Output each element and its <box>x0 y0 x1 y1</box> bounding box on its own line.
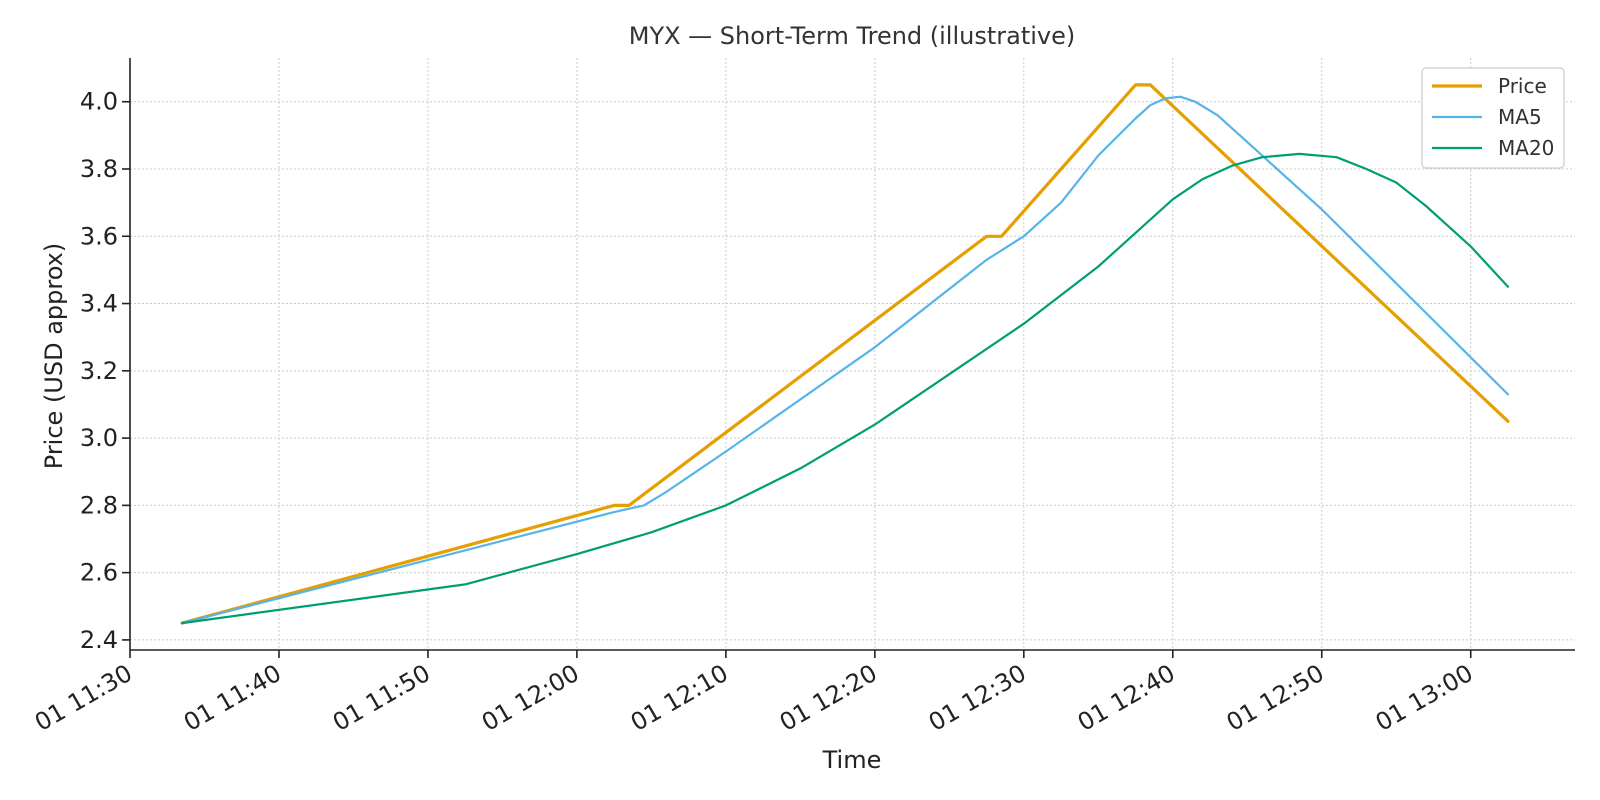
x-tick-label: 01 12:10 <box>626 659 733 737</box>
x-tick-label: 01 11:50 <box>328 659 435 737</box>
series-lines <box>180 83 1510 625</box>
x-axis-ticks: 01 11:30 01 11:40 01 11:50 01 12:00 01 12:10… <box>30 650 1478 737</box>
y-tick-label: 2.8 <box>80 491 118 519</box>
legend-label-ma20: MA20 <box>1498 136 1554 160</box>
y-tick-label: 2.4 <box>80 626 118 654</box>
y-tick-label: 3.0 <box>80 424 118 452</box>
x-tick-label: 01 12:50 <box>1222 659 1329 737</box>
y-axis-ticks: 2.4 2.6 2.8 3.0 3.2 3.4 3.6 3.8 4.0 <box>80 88 130 654</box>
x-tick-label: 01 11:40 <box>179 659 286 737</box>
axes <box>129 58 1575 651</box>
legend: Price MA5 MA20 <box>1421 67 1565 169</box>
y-axis-title: Price (USD approx) <box>40 243 68 469</box>
series-line-price <box>180 83 1510 625</box>
x-tick-label: 01 12:30 <box>924 659 1031 737</box>
x-tick-label: 01 13:00 <box>1371 659 1478 737</box>
legend-label-ma5: MA5 <box>1498 105 1542 129</box>
x-axis-title: Time <box>822 746 882 774</box>
gridlines <box>129 58 1575 650</box>
legend-label-price: Price <box>1498 74 1547 98</box>
y-tick-label: 3.6 <box>80 222 118 250</box>
legend-box <box>1421 67 1565 169</box>
y-tick-label: 2.6 <box>80 559 118 587</box>
series-line-ma5 <box>181 95 1510 625</box>
x-tick-label: 01 12:20 <box>775 659 882 737</box>
y-tick-label: 3.2 <box>80 357 118 385</box>
x-tick-label: 01 12:40 <box>1073 659 1180 737</box>
chart-title: MYX — Short-Term Trend (illustrative) <box>629 22 1076 50</box>
y-tick-label: 3.4 <box>80 290 118 318</box>
x-tick-label: 01 11:30 <box>30 659 137 737</box>
series-line-ma20 <box>181 152 1510 625</box>
y-tick-label: 3.8 <box>80 155 118 183</box>
x-tick-label: 01 12:00 <box>477 659 584 737</box>
y-tick-label: 4.0 <box>80 88 118 116</box>
